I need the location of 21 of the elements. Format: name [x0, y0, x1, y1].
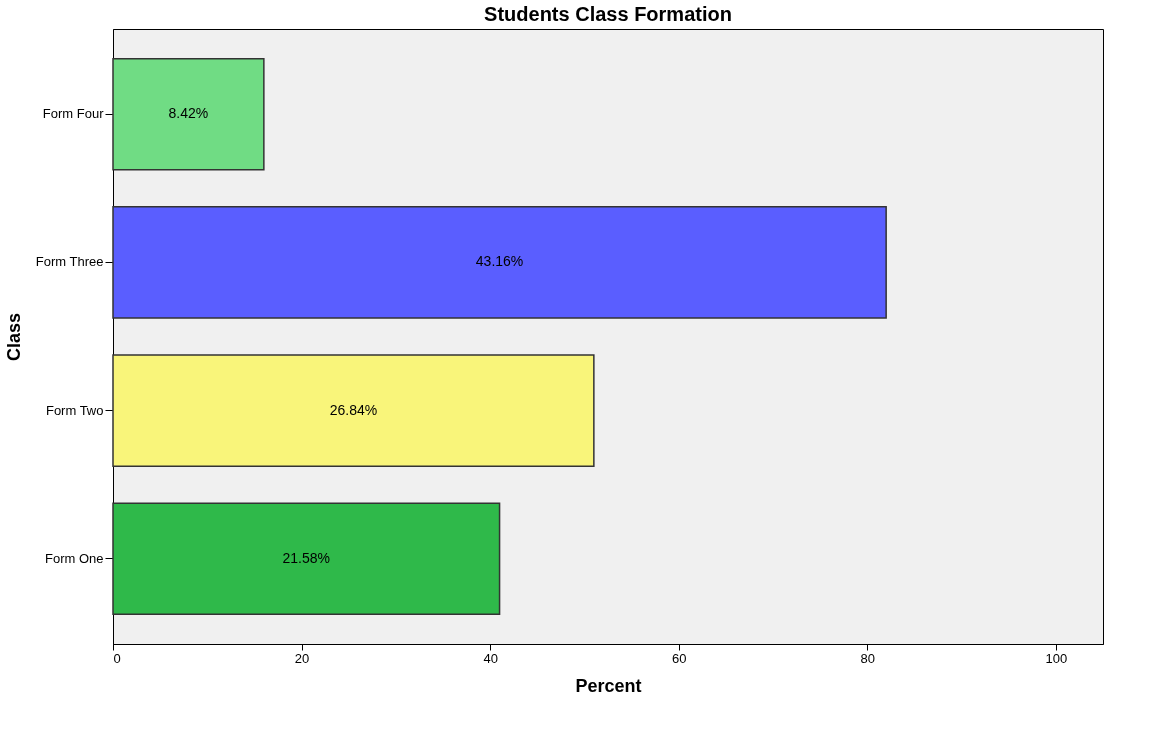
x-tick-label: 100 — [1045, 650, 1068, 666]
y-tick-label: Form Three — [35, 254, 104, 270]
y-tick-label: Form Four — [42, 106, 105, 122]
x-tick-label: 20 — [294, 650, 310, 666]
chart-title: Students Class Formation — [484, 3, 732, 25]
bar — [112, 502, 501, 616]
x-axis-title: Percent — [575, 675, 642, 696]
bar — [112, 354, 595, 467]
y-tick-label: Form One — [44, 550, 104, 566]
annotation: 43.16% — [475, 253, 524, 270]
x-tick-label: 0 — [113, 650, 121, 666]
bar — [112, 206, 887, 319]
annotation: 21.58% — [282, 549, 331, 566]
annotation: 26.84% — [329, 401, 378, 418]
x-tick-label: 60 — [671, 650, 687, 666]
x-tick-label: 40 — [483, 650, 498, 666]
bar — [112, 57, 265, 171]
y-tick-label: Form Two — [45, 402, 104, 418]
annotation: 8.42% — [168, 105, 209, 122]
x-tick-label: 80 — [860, 650, 876, 666]
y-axis-title: Class — [3, 312, 24, 362]
